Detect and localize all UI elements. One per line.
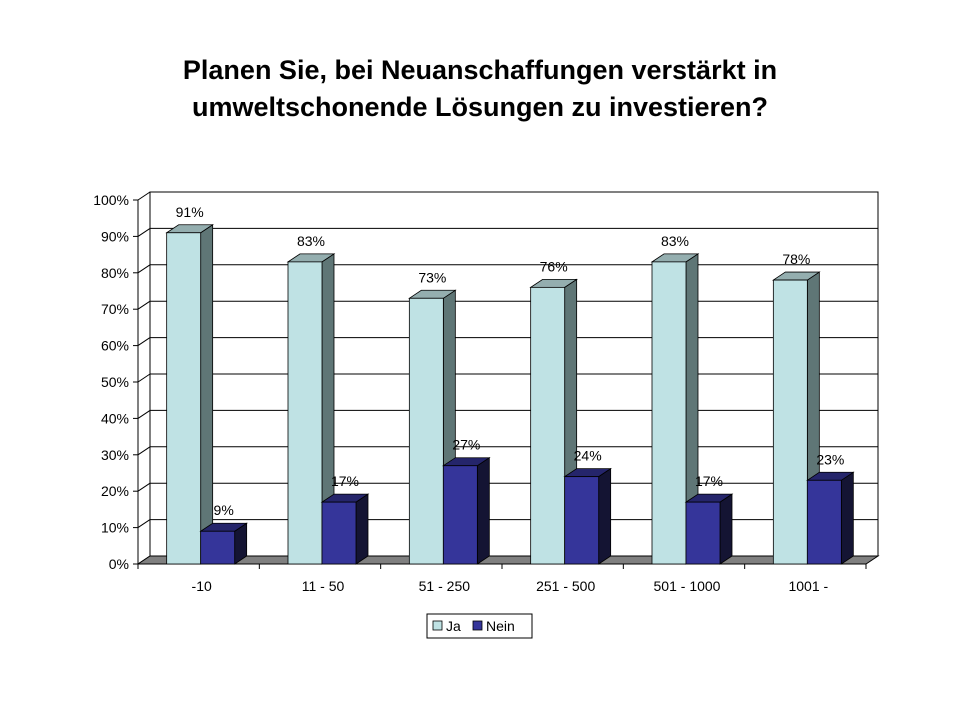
y-tick-label: 20% — [101, 483, 129, 499]
bar-ja — [530, 286, 566, 565]
y-tick-label: 60% — [101, 338, 129, 354]
bar-nein-side — [719, 493, 733, 565]
bar-nein — [321, 501, 357, 565]
bar-nein-side — [355, 493, 369, 565]
bar-ja — [166, 232, 202, 565]
x-category-label: 501 - 1000 — [654, 578, 721, 594]
data-label-nein: 23% — [816, 451, 844, 467]
y-tick-label: 80% — [101, 265, 129, 281]
legend-label-nein: Nein — [486, 618, 515, 634]
x-category-label: 11 - 50 — [302, 578, 345, 594]
gridline-side — [137, 337, 151, 347]
chart-title-line-2: umweltschonende Lösungen zu investieren? — [191, 92, 769, 122]
x-category-label: 1001 - — [788, 578, 828, 594]
gridline-side — [137, 409, 151, 419]
data-label-nein: 27% — [452, 437, 480, 453]
data-label-ja: 83% — [661, 233, 689, 249]
gridline-side — [137, 300, 151, 310]
y-tick-label: 100% — [93, 192, 129, 208]
legend-label-ja: Ja — [446, 618, 461, 634]
data-label-ja: 91% — [176, 204, 204, 220]
chart-title: Planen Sie, bei Neuanschaffungen verstär… — [40, 52, 920, 126]
bar-nein — [685, 501, 721, 565]
data-label-nein: 24% — [574, 448, 602, 464]
data-label-ja: 76% — [540, 258, 568, 274]
gridline-side — [137, 227, 151, 237]
y-tick-label: 30% — [101, 447, 129, 463]
bar-ja — [287, 261, 323, 565]
y-tick-label: 90% — [101, 228, 129, 244]
bar-nein-side — [476, 456, 490, 565]
bar-ja-side — [200, 224, 214, 565]
bar-nein — [806, 479, 842, 565]
bar-nein — [200, 530, 236, 565]
y-tick-label: 0% — [109, 556, 129, 572]
data-label-ja: 73% — [418, 269, 446, 285]
bar-nein — [442, 465, 478, 565]
bar-ja — [408, 297, 444, 565]
gridline-side — [137, 446, 151, 456]
x-category-label: -10 — [192, 578, 212, 594]
bar-nein — [564, 476, 600, 565]
plot-floor — [136, 555, 880, 565]
data-label-nein: 17% — [331, 473, 359, 489]
bar-nein-side — [598, 467, 612, 565]
y-tick-label: 40% — [101, 410, 129, 426]
y-tick-label: 70% — [101, 301, 129, 317]
gridline-side — [137, 264, 151, 274]
x-category-label: 251 - 500 — [536, 578, 595, 594]
gridline-side — [137, 519, 151, 529]
gridline-side — [137, 482, 151, 492]
x-category-label: 51 - 250 — [419, 578, 471, 594]
gridline-side — [137, 373, 151, 383]
legend-swatch-ja — [432, 620, 443, 631]
data-label-ja: 78% — [782, 251, 810, 267]
data-label-nein: 17% — [695, 473, 723, 489]
y-tick-label: 50% — [101, 374, 129, 390]
data-label-nein: 9% — [214, 502, 234, 518]
gridline-side — [137, 191, 151, 201]
data-label-ja: 83% — [297, 233, 325, 249]
legend-swatch-nein — [472, 620, 483, 631]
chart-title-line-1: Planen Sie, bei Neuanschaffungen verstär… — [182, 55, 778, 85]
bar-ja — [651, 261, 687, 565]
bar-ja — [772, 279, 808, 565]
y-tick-label: 10% — [101, 520, 129, 536]
bar-nein-side — [840, 471, 854, 565]
